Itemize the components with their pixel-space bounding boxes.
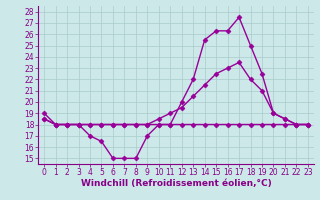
X-axis label: Windchill (Refroidissement éolien,°C): Windchill (Refroidissement éolien,°C) xyxy=(81,179,271,188)
